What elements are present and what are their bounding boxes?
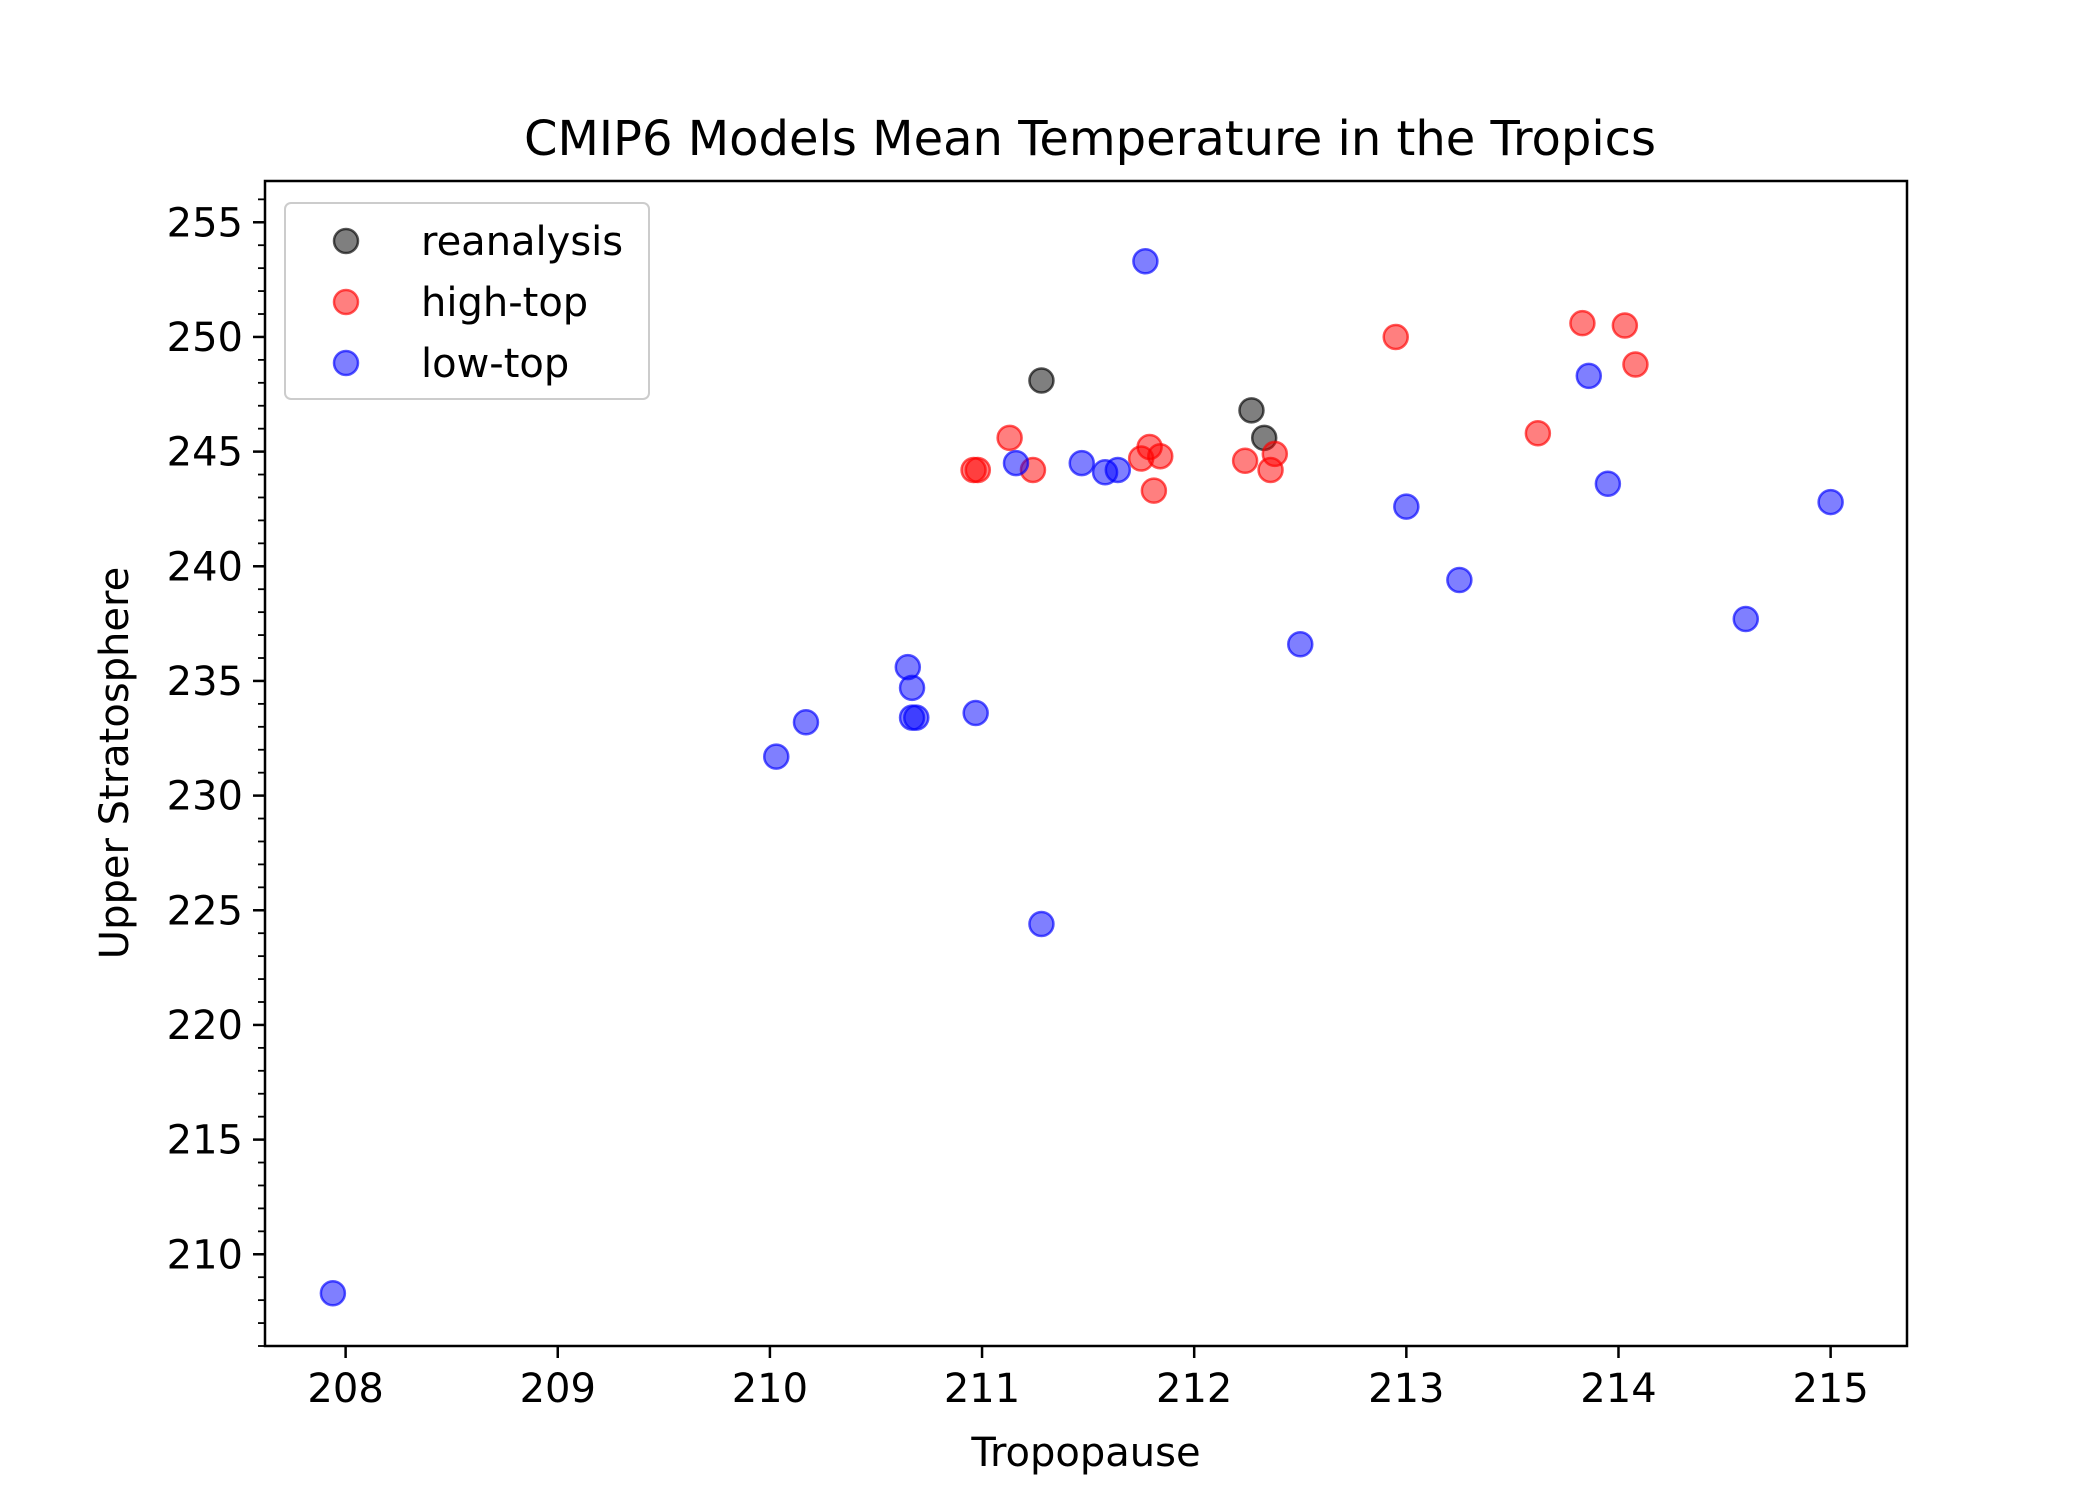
high-top-point xyxy=(1140,477,1168,504)
high-top-point xyxy=(996,424,1023,452)
x-axis-title: Tropopause xyxy=(970,1430,1200,1476)
legend-label-low-top: low-top xyxy=(421,341,569,387)
legend: reanalysis high-top low-top xyxy=(284,202,650,400)
x-tick-label: 211 xyxy=(944,1366,1020,1412)
legend-marker-high-top xyxy=(332,288,360,316)
x-tick-label: 212 xyxy=(1156,1366,1232,1412)
chart-title: CMIP6 Models Mean Temperature in the Tro… xyxy=(524,111,1656,167)
low-top-point xyxy=(319,1280,347,1307)
series-low-top xyxy=(319,248,1844,1307)
low-top-point xyxy=(962,699,989,727)
x-tick-label: 210 xyxy=(732,1366,808,1412)
low-top-point xyxy=(1068,449,1096,477)
y-tick-label: 235 xyxy=(167,659,243,705)
y-tick-label: 255 xyxy=(167,200,243,246)
legend-marker-reanalysis xyxy=(332,227,360,255)
high-top-point xyxy=(1569,309,1596,337)
legend-marker-low-top xyxy=(332,349,360,377)
x-axis: 208 209 210 211 212 213 214 215 xyxy=(307,1346,1869,1412)
series-reanalysis xyxy=(1028,367,1278,452)
high-top-point xyxy=(964,456,992,484)
x-tick-label: 215 xyxy=(1792,1366,1868,1412)
low-top-point xyxy=(1817,488,1844,516)
x-tick-label: 208 xyxy=(307,1366,383,1412)
legend-label-high-top: high-top xyxy=(421,280,588,326)
low-top-point xyxy=(1287,630,1314,658)
x-tick-label: 214 xyxy=(1580,1366,1656,1412)
x-tick-label: 209 xyxy=(520,1366,596,1412)
legend-label-reanalysis: reanalysis xyxy=(421,219,623,265)
low-top-point xyxy=(763,743,790,770)
low-top-point xyxy=(1132,248,1159,275)
y-tick-label: 210 xyxy=(167,1232,243,1278)
series-high-top xyxy=(960,309,1649,504)
low-top-point xyxy=(1732,605,1760,633)
y-tick-label: 230 xyxy=(167,774,243,820)
y-tick-label: 250 xyxy=(167,315,243,361)
low-top-point xyxy=(1393,493,1420,520)
low-top-point xyxy=(792,708,820,736)
low-top-point xyxy=(1104,456,1132,484)
reanalysis-point xyxy=(1028,367,1055,394)
plot-area xyxy=(319,248,1844,1307)
y-tick-label: 245 xyxy=(167,430,243,476)
low-top-point xyxy=(1446,566,1473,594)
y-tick-label: 215 xyxy=(167,1118,243,1164)
y-axis: 210 215 220 225 230 235 240 245 250 255 xyxy=(167,198,265,1347)
low-top-point xyxy=(1028,910,1055,938)
x-tick-label: 213 xyxy=(1368,1366,1444,1412)
high-top-point xyxy=(1524,420,1552,447)
high-top-point xyxy=(1382,323,1409,351)
low-top-point xyxy=(898,674,926,702)
low-top-point xyxy=(1002,449,1030,477)
y-tick-label: 240 xyxy=(167,544,243,590)
y-axis-title: Upper Stratosphere xyxy=(92,567,138,959)
high-top-point xyxy=(1622,351,1649,378)
high-top-point xyxy=(1147,442,1174,470)
legend-box xyxy=(284,202,650,400)
plot-frame xyxy=(263,179,1909,1348)
high-top-point xyxy=(1231,447,1259,475)
high-top-point xyxy=(1611,312,1639,339)
reanalysis-point xyxy=(1238,397,1265,424)
low-top-point xyxy=(903,704,930,731)
low-top-point xyxy=(1594,470,1622,497)
low-top-point xyxy=(1575,362,1603,390)
y-tick-label: 220 xyxy=(167,1003,243,1049)
y-tick-label: 225 xyxy=(167,888,243,934)
high-top-point xyxy=(1261,440,1289,468)
